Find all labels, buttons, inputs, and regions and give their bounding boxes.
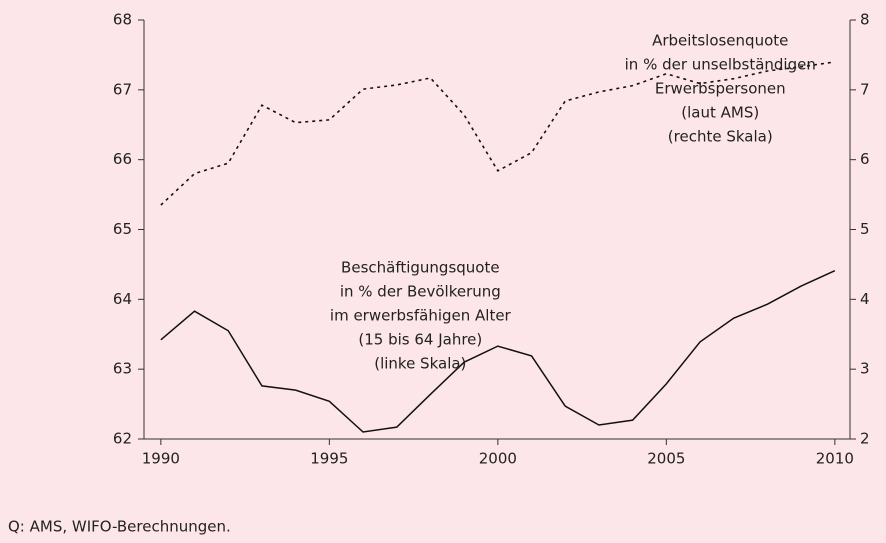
annotation: in % der Bevölkerung (340, 282, 501, 300)
y2-tick-label: 8 (860, 11, 870, 29)
series-line (160, 61, 835, 206)
y2-tick-label: 6 (860, 150, 870, 168)
y-tick-label: 63 (113, 360, 132, 378)
annotation: (15 bis 64 Jahre) (358, 330, 482, 348)
annotation: (rechte Skala) (668, 127, 773, 145)
x-tick-label: 2000 (479, 450, 517, 468)
y-tick-label: 68 (113, 11, 132, 29)
x-tick-label: 2010 (816, 450, 854, 468)
y2-tick-label: 7 (860, 80, 870, 98)
annotation: Erwerbspersonen (655, 79, 786, 97)
x-tick-label: 1990 (142, 450, 180, 468)
annotation: in % der unselbständigen (625, 55, 816, 73)
annotation: im erwerbsfähigen Alter (330, 306, 512, 324)
y2-tick-label: 3 (860, 360, 870, 378)
annotation: (linke Skala) (374, 354, 466, 372)
annotation: Arbeitslosenquote (652, 31, 788, 49)
source-note: Q: AMS, WIFO-Berechnungen. (8, 518, 231, 536)
y2-tick-label: 5 (860, 220, 870, 238)
x-tick-label: 2005 (647, 450, 685, 468)
series-line (160, 270, 836, 433)
annotation: Beschäftigungsquote (341, 258, 500, 276)
y-tick-label: 65 (113, 220, 132, 238)
y2-tick-label: 4 (860, 290, 870, 308)
y-tick-label: 64 (113, 290, 132, 308)
y-tick-label: 62 (113, 430, 132, 448)
y2-tick-label: 2 (860, 430, 870, 448)
y-tick-label: 67 (113, 80, 132, 98)
annotation: (laut AMS) (681, 103, 759, 121)
y-tick-label: 66 (113, 150, 132, 168)
x-tick-label: 1995 (310, 450, 348, 468)
